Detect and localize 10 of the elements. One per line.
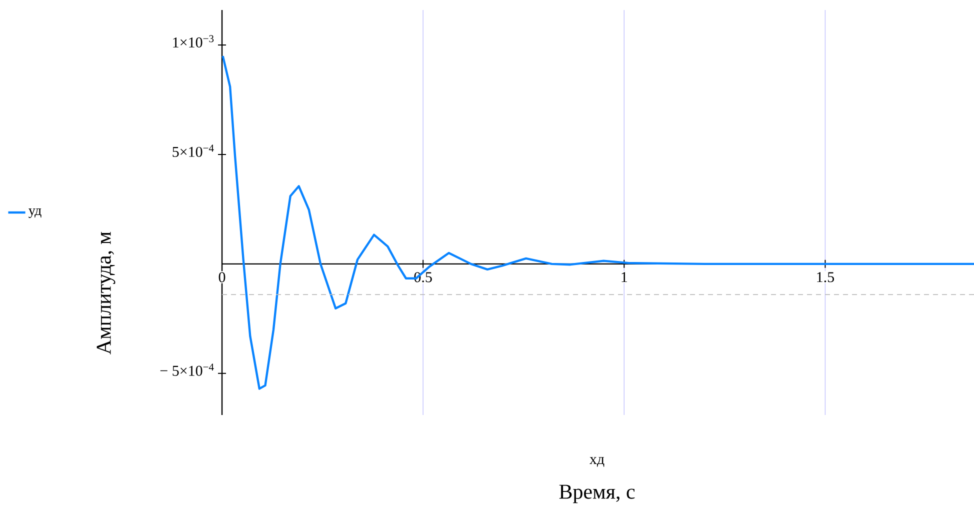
y-tick-label: 5×10$^{−4}$ bbox=[172, 144, 214, 157]
legend-label: уд bbox=[28, 208, 42, 218]
y-tick-label: 1×10$^{−3}$ bbox=[173, 35, 214, 48]
x-tick-label: 0 bbox=[218, 272, 226, 282]
x-axis-title: Время, с bbox=[559, 484, 635, 504]
x-tick-label: 1 bbox=[622, 272, 627, 282]
y-axis-title: Амплитуда, м bbox=[96, 232, 116, 354]
text: хд bbox=[590, 457, 604, 467]
y-tick-label: − 5×10$^{−4}$ bbox=[160, 364, 214, 376]
x-tick-label: 1.5 bbox=[817, 272, 834, 282]
